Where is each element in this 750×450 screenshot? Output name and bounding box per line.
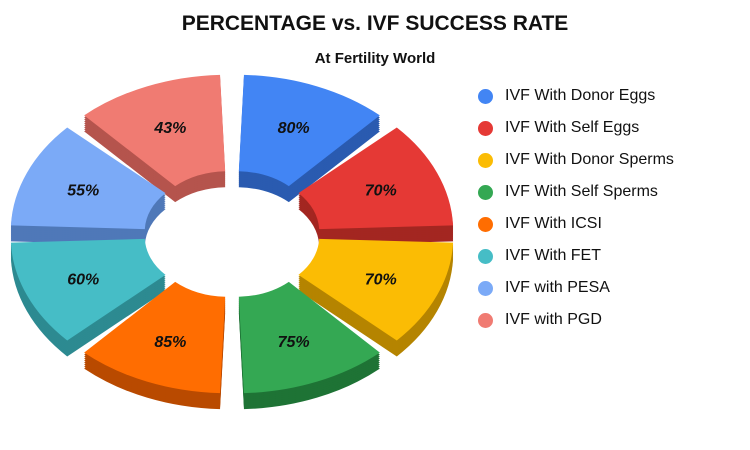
legend-item: IVF With Donor Eggs (478, 80, 674, 112)
legend-swatch (478, 88, 493, 104)
slice-1 (238, 74, 380, 187)
slice-value-label: 43% (153, 120, 186, 137)
slice-value-label: 70% (365, 271, 397, 288)
slice-3 (298, 238, 454, 341)
slice-value-label: 60% (67, 271, 99, 288)
slice-8 (84, 74, 226, 187)
slice-7 (10, 127, 166, 230)
legend-item: IVF With Self Sperms (478, 176, 674, 208)
slice-4 (238, 281, 380, 394)
slice-value-label: 55% (67, 183, 99, 200)
legend-item: IVF With Self Eggs (478, 112, 674, 144)
legend-label: IVF with PGD (505, 311, 602, 328)
legend-label: IVF With ICSI (505, 215, 602, 232)
legend-swatch (478, 280, 493, 296)
legend-item: IVF With ICSI (478, 208, 674, 240)
legend-item: IVF With Donor Sperms (478, 144, 674, 176)
legend-label: IVF With Self Eggs (505, 119, 640, 136)
legend-item: IVF with PGD (478, 304, 674, 336)
legend-swatch (478, 152, 493, 168)
legend-label: IVF With FET (505, 247, 601, 264)
chart-title: PERCENTAGE vs. IVF SUCCESS RATE (181, 12, 569, 35)
legend-swatch (478, 184, 493, 200)
slice-5 (84, 281, 226, 394)
slice-2 (298, 127, 454, 230)
legend-swatch (478, 120, 493, 136)
chart-subtitle: At Fertility World (314, 50, 436, 67)
legend-swatch (478, 216, 493, 232)
slice-value-label: 85% (154, 334, 186, 351)
legend-label: IVF With Donor Sperms (505, 151, 674, 168)
legend-swatch (478, 248, 493, 264)
legend-label: IVF With Donor Eggs (505, 87, 656, 104)
legend-item: IVF with PESA (478, 272, 674, 304)
slice-value-label: 70% (365, 183, 397, 200)
slice-value-label: 75% (278, 334, 310, 351)
legend-label: IVF with PESA (505, 279, 610, 296)
legend-swatch (478, 312, 493, 328)
slice-value-label: 80% (278, 120, 310, 137)
chart-legend: IVF With Donor Eggs IVF With Self Eggs I… (478, 80, 674, 336)
legend-label: IVF With Self Sperms (505, 183, 658, 200)
legend-item: IVF With FET (478, 240, 674, 272)
slice-6 (10, 238, 166, 341)
